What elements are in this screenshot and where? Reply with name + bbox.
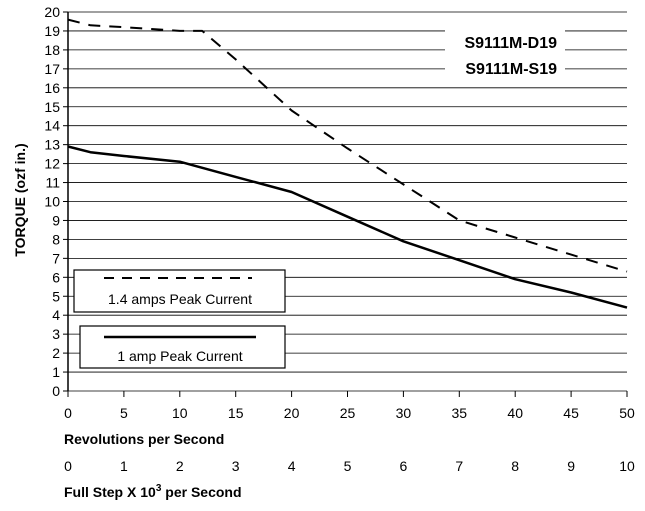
secondary-x-tick-label: 7 <box>455 458 463 474</box>
legend-dashed-label: 1.4 amps Peak Current <box>108 291 252 307</box>
x-tick-label: 35 <box>452 405 468 421</box>
secondary-x-tick-label: 6 <box>400 458 408 474</box>
y-tick-label: 14 <box>44 118 60 134</box>
secondary-x-tick-label: 0 <box>64 458 72 474</box>
secondary-x-tick-label: 2 <box>176 458 184 474</box>
y-tick-label: 16 <box>44 80 60 96</box>
y-tick-label: 1 <box>52 364 60 380</box>
x-tick-label: 25 <box>340 405 356 421</box>
model-label-1: S9111M-D19 <box>464 35 557 52</box>
legend-dashed: 1.4 amps Peak Current <box>73 269 286 313</box>
x-tick-label: 45 <box>563 405 579 421</box>
y-tick-label: 8 <box>52 231 60 247</box>
x-tick-labels: 0 5 10 15 20 25 30 35 40 45 50 <box>64 405 635 421</box>
y-tick-label: 2 <box>52 345 60 361</box>
series-line-1-amp <box>67 145 628 309</box>
secondary-x-tick-label: 1 <box>120 458 128 474</box>
secondary-x-tick-label: 5 <box>344 458 352 474</box>
secondary-x-tick-labels: 0 1 2 3 4 5 6 7 8 9 10 <box>64 458 635 474</box>
x-tick-label: 10 <box>172 405 188 421</box>
y-tick-label: 7 <box>52 250 60 266</box>
series-line-1-4-amps <box>67 18 628 273</box>
y-axis-label: TORQUE (ozf in.) <box>12 143 28 256</box>
x-tick-label: 20 <box>284 405 300 421</box>
y-tick-label: 4 <box>52 307 60 323</box>
x-tick-label: 0 <box>64 405 72 421</box>
y-tick-label: 11 <box>45 175 60 191</box>
y-tick-label: 6 <box>52 269 60 285</box>
legend-solid: 1 amp Peak Current <box>79 325 286 369</box>
y-tick-label: 5 <box>52 288 60 304</box>
secondary-x-tick-label: 8 <box>511 458 519 474</box>
legend-solid-label: 1 amp Peak Current <box>117 348 242 364</box>
secondary-x-tick-label: 4 <box>288 458 296 474</box>
y-tick-label: 9 <box>52 212 60 228</box>
x-tick-label: 5 <box>120 405 128 421</box>
series-lines <box>67 18 628 309</box>
y-tick-label: 10 <box>44 194 60 210</box>
y-tick-label: 13 <box>44 137 60 153</box>
x-tick-label: 50 <box>619 405 635 421</box>
x-tick-label: 40 <box>507 405 523 421</box>
secondary-x-tick-label: 9 <box>567 458 575 474</box>
y-tick-label: 3 <box>52 326 60 342</box>
y-tick-label: 18 <box>44 42 60 58</box>
y-tick-label: 15 <box>44 99 60 115</box>
y-tick-label: 17 <box>44 61 60 77</box>
y-tick-label: 0 <box>52 383 60 399</box>
model-label-box: S9111M-D19 S9111M-S19 <box>445 30 565 80</box>
secondary-x-axis-label: Full Step X 103 per Second <box>64 483 242 500</box>
x-axis-label: Revolutions per Second <box>64 431 224 447</box>
y-tick-label: 20 <box>44 4 60 20</box>
model-label-2: S9111M-S19 <box>465 61 557 78</box>
secondary-x-tick-label: 3 <box>232 458 240 474</box>
y-tick-label: 19 <box>44 23 60 39</box>
y-tick-label: 12 <box>44 156 60 172</box>
x-tick-label: 30 <box>396 405 412 421</box>
x-tick-label: 15 <box>228 405 244 421</box>
secondary-x-tick-label: 10 <box>619 458 635 474</box>
